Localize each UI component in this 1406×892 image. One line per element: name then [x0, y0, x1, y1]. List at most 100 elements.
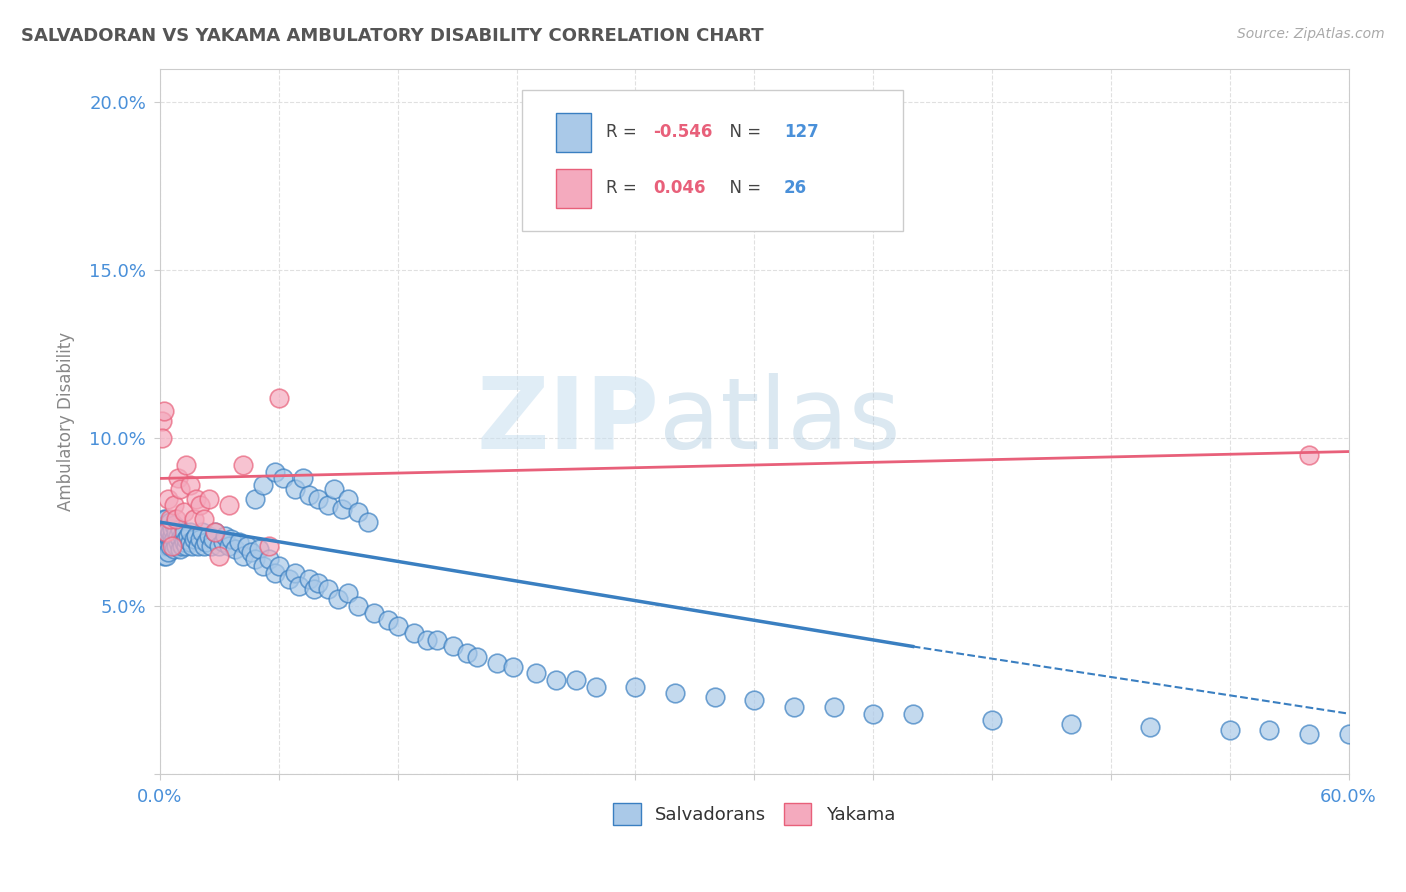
- Point: [184, 491, 207, 506]
- Point: [252, 558, 274, 573]
- Point: [153, 528, 176, 542]
- Point: [307, 575, 329, 590]
- Point: [193, 512, 215, 526]
- Point: [1258, 723, 1281, 738]
- Point: [153, 539, 176, 553]
- Point: [318, 499, 340, 513]
- Point: [328, 592, 350, 607]
- Point: [174, 539, 197, 553]
- Point: [187, 539, 209, 553]
- Point: [208, 539, 231, 553]
- Point: [183, 512, 205, 526]
- Point: [169, 482, 191, 496]
- Point: [204, 525, 226, 540]
- Point: [1139, 720, 1161, 734]
- Point: [156, 528, 179, 542]
- Point: [198, 528, 221, 542]
- Point: [284, 566, 307, 580]
- Point: [169, 522, 191, 536]
- Point: [150, 414, 173, 428]
- Point: [416, 632, 439, 647]
- Point: [232, 549, 254, 563]
- Point: [862, 706, 884, 721]
- Point: [170, 528, 193, 542]
- Text: ZIP: ZIP: [477, 373, 659, 470]
- Point: [218, 499, 240, 513]
- Point: [257, 539, 280, 553]
- Point: [155, 549, 177, 563]
- FancyBboxPatch shape: [555, 113, 592, 152]
- Point: [156, 539, 179, 553]
- Point: [263, 465, 285, 479]
- Point: [546, 673, 568, 687]
- Point: [1298, 727, 1320, 741]
- Y-axis label: Ambulatory Disability: Ambulatory Disability: [58, 332, 75, 511]
- Text: 0.046: 0.046: [654, 179, 706, 197]
- Point: [165, 539, 187, 553]
- Point: [200, 539, 222, 553]
- Text: 127: 127: [785, 123, 818, 141]
- Point: [363, 606, 385, 620]
- Point: [981, 714, 1004, 728]
- Point: [224, 541, 246, 556]
- Point: [347, 505, 370, 519]
- Point: [174, 532, 197, 546]
- Point: [402, 626, 425, 640]
- Point: [901, 706, 924, 721]
- Point: [150, 525, 173, 540]
- Point: [219, 532, 242, 546]
- Point: [160, 528, 183, 542]
- Point: [173, 525, 195, 540]
- Point: [624, 680, 647, 694]
- Point: [160, 539, 183, 553]
- Point: [204, 525, 226, 540]
- Point: [155, 535, 177, 549]
- Point: [240, 545, 263, 559]
- Point: [263, 566, 285, 580]
- Point: [150, 431, 173, 445]
- Point: [159, 512, 181, 526]
- Text: N =: N =: [718, 179, 766, 197]
- Point: [194, 535, 217, 549]
- Point: [153, 522, 176, 536]
- Text: R =: R =: [606, 123, 641, 141]
- Point: [297, 572, 319, 586]
- Point: [156, 522, 179, 536]
- Point: [565, 673, 588, 687]
- Point: [208, 549, 231, 563]
- Point: [232, 458, 254, 472]
- Point: [163, 541, 186, 556]
- Point: [150, 518, 173, 533]
- Point: [524, 666, 547, 681]
- Point: [441, 640, 464, 654]
- Point: [188, 532, 211, 546]
- Point: [198, 491, 221, 506]
- Point: [173, 505, 195, 519]
- Point: [1219, 723, 1241, 738]
- Point: [153, 549, 176, 563]
- Point: [456, 646, 478, 660]
- Point: [318, 582, 340, 597]
- Point: [243, 491, 266, 506]
- Point: [165, 525, 187, 540]
- Point: [180, 539, 202, 553]
- Point: [357, 515, 380, 529]
- Point: [150, 535, 173, 549]
- Point: [165, 512, 187, 526]
- Point: [387, 619, 409, 633]
- Point: [703, 690, 725, 704]
- Point: [179, 525, 201, 540]
- Point: [304, 582, 326, 597]
- Point: [218, 539, 240, 553]
- Point: [156, 491, 179, 506]
- Text: Source: ZipAtlas.com: Source: ZipAtlas.com: [1237, 27, 1385, 41]
- Point: [160, 535, 183, 549]
- FancyBboxPatch shape: [523, 90, 903, 231]
- Point: [183, 532, 205, 546]
- Point: [585, 680, 607, 694]
- Point: [823, 700, 845, 714]
- Point: [166, 471, 188, 485]
- Point: [291, 471, 314, 485]
- Point: [236, 539, 259, 553]
- Point: [155, 525, 177, 540]
